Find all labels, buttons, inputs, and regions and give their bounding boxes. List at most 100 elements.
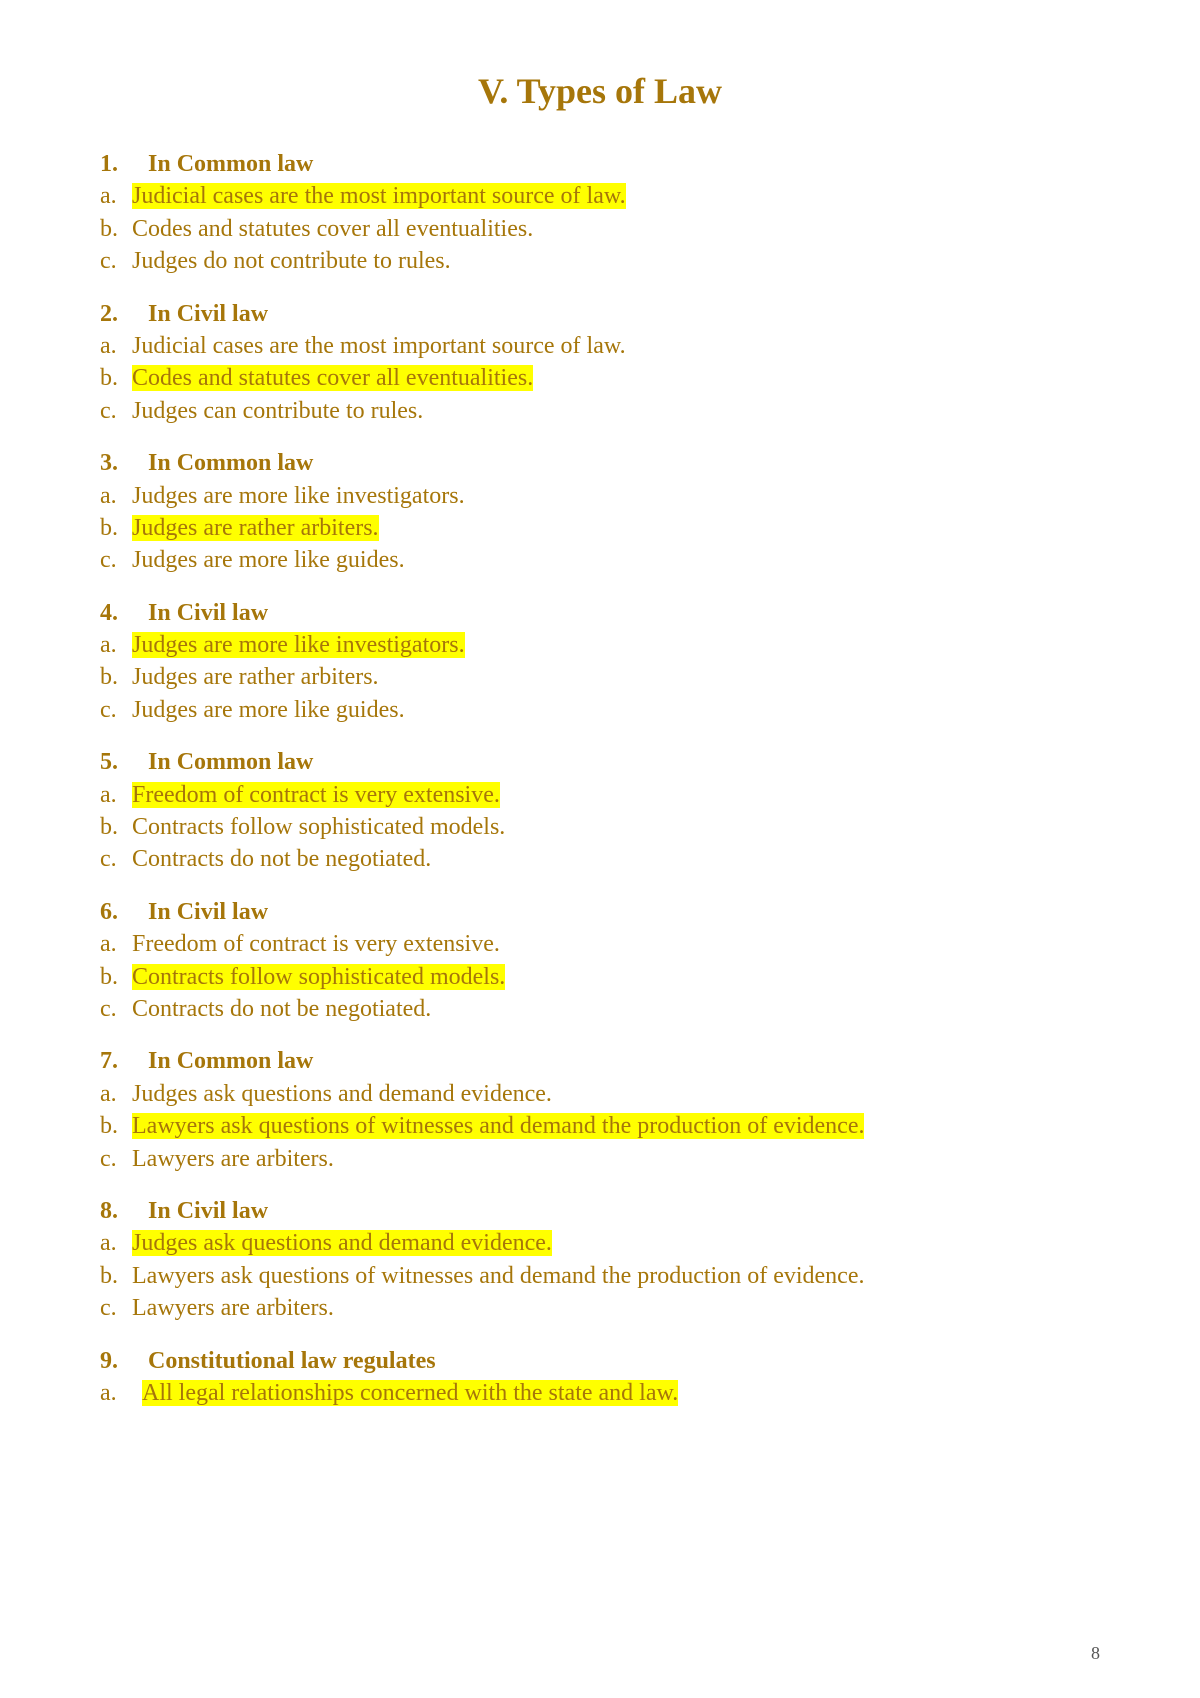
option-text: Judges do not contribute to rules.: [132, 248, 451, 274]
option-text: Judicial cases are the most important so…: [132, 333, 626, 359]
option-label: b.: [100, 961, 126, 993]
option-row: c. Judges can contribute to rules.: [100, 395, 1100, 427]
option-text: Judicial cases are the most important so…: [132, 183, 626, 209]
option-row: b. Codes and statutes cover all eventual…: [100, 362, 1100, 394]
option-label: c.: [100, 544, 126, 576]
option-row: a. Judges ask questions and demand evide…: [100, 1227, 1100, 1259]
option-row: c. Contracts do not be negotiated.: [100, 993, 1100, 1025]
option-row: a. All legal relationships concerned wit…: [100, 1377, 1100, 1409]
option-row: b. Contracts follow sophisticated models…: [100, 811, 1100, 843]
option-row: a. Judges are more like investigators.: [100, 480, 1100, 512]
option-row: c. Judges are more like guides.: [100, 544, 1100, 576]
option-text: Judges are more like investigators.: [132, 632, 465, 658]
question-heading: 4. In Civil law: [100, 597, 1100, 629]
question-title: In Common law: [148, 749, 313, 775]
option-label: a.: [100, 180, 126, 212]
option-row: a. Judges are more like investigators.: [100, 629, 1100, 661]
option-text: Judges are more like guides.: [132, 697, 405, 723]
option-label: c.: [100, 1292, 126, 1324]
option-text: Contracts follow sophisticated models.: [132, 964, 505, 990]
option-row: a. Freedom of contract is very extensive…: [100, 779, 1100, 811]
option-text: Lawyers are arbiters.: [132, 1146, 334, 1172]
question-title: In Civil law: [148, 899, 268, 925]
question-block: 6. In Civil law a. Freedom of contract is …: [100, 896, 1100, 1026]
question-number: 5.: [100, 746, 130, 778]
option-label: b.: [100, 362, 126, 394]
question-number: 3.: [100, 447, 130, 479]
question-heading: 5. In Common law: [100, 746, 1100, 778]
option-label: b.: [100, 811, 126, 843]
question-title: In Common law: [148, 151, 313, 177]
option-label: c.: [100, 843, 126, 875]
option-row: b. Contracts follow sophisticated models…: [100, 961, 1100, 993]
option-text: Lawyers are arbiters.: [132, 1295, 334, 1321]
option-label: b.: [100, 213, 126, 245]
page-number: 8: [1091, 1643, 1100, 1664]
option-row: b. Lawyers ask questions of witnesses an…: [100, 1110, 1100, 1142]
option-label: a.: [100, 928, 126, 960]
option-text: Judges are rather arbiters.: [132, 664, 379, 690]
option-text: Judges can contribute to rules.: [132, 398, 423, 424]
option-text: Freedom of contract is very extensive.: [132, 931, 500, 957]
question-block: 4. In Civil law a. Judges are more like in…: [100, 597, 1100, 727]
question-number: 4.: [100, 597, 130, 629]
question-number: 9.: [100, 1345, 130, 1377]
option-label: b.: [100, 661, 126, 693]
option-row: b. Lawyers ask questions of witnesses an…: [100, 1260, 1100, 1292]
option-row: c. Judges do not contribute to rules.: [100, 245, 1100, 277]
question-block: 2. In Civil law a. Judicial cases are the …: [100, 298, 1100, 428]
question-number: 2.: [100, 298, 130, 330]
question-heading: 3. In Common law: [100, 447, 1100, 479]
option-label: a.: [100, 629, 126, 661]
question-block: 8. In Civil law a. Judges ask questions an…: [100, 1195, 1100, 1325]
option-label: b.: [100, 1110, 126, 1142]
question-heading: 1. In Common law: [100, 148, 1100, 180]
question-number: 6.: [100, 896, 130, 928]
question-block: 1. In Common law a. Judicial cases are the…: [100, 148, 1100, 278]
option-row: b. Codes and statutes cover all eventual…: [100, 213, 1100, 245]
questions-list: 1. In Common law a. Judicial cases are the…: [100, 148, 1100, 1409]
option-label: b.: [100, 1260, 126, 1292]
option-text: Judges ask questions and demand evidence…: [132, 1081, 552, 1107]
option-text: All legal relationships concerned with t…: [142, 1380, 678, 1406]
option-text: Judges ask questions and demand evidence…: [132, 1230, 552, 1256]
question-title: In Common law: [148, 450, 313, 476]
option-label: a.: [100, 1078, 126, 1110]
option-text: Judges are more like guides.: [132, 547, 405, 573]
option-label: a.: [100, 779, 126, 811]
option-label: b.: [100, 512, 126, 544]
question-number: 7.: [100, 1045, 130, 1077]
option-label: c.: [100, 694, 126, 726]
option-label: a.: [100, 1227, 126, 1259]
option-row: a. Judicial cases are the most important…: [100, 330, 1100, 362]
option-row: c. Judges are more like guides.: [100, 694, 1100, 726]
question-heading: 7. In Common law: [100, 1045, 1100, 1077]
option-text: Judges are more like investigators.: [132, 483, 465, 509]
option-label: a.: [100, 1377, 126, 1409]
question-number: 1.: [100, 148, 130, 180]
option-text: Codes and statutes cover all eventualiti…: [132, 365, 533, 391]
option-row: a. Judges ask questions and demand evide…: [100, 1078, 1100, 1110]
option-label: c.: [100, 1143, 126, 1175]
question-block: 5. In Common law a. Freedom of contract is…: [100, 746, 1100, 876]
option-label: c.: [100, 395, 126, 427]
option-text: Freedom of contract is very extensive.: [132, 782, 500, 808]
option-text: Contracts follow sophisticated models.: [132, 814, 505, 840]
option-row: c. Contracts do not be negotiated.: [100, 843, 1100, 875]
question-title: In Civil law: [148, 1198, 268, 1224]
option-row: c. Lawyers are arbiters.: [100, 1143, 1100, 1175]
page-title: V. Types of Law: [100, 70, 1100, 112]
option-row: b. Judges are rather arbiters.: [100, 661, 1100, 693]
option-row: a. Judicial cases are the most important…: [100, 180, 1100, 212]
question-block: 9.Constitutional law regulatesa. All leg…: [100, 1345, 1100, 1410]
option-text: Contracts do not be negotiated.: [132, 996, 431, 1022]
question-title: In Civil law: [148, 301, 268, 327]
question-number: 8.: [100, 1195, 130, 1227]
question-heading: 9.Constitutional law regulates: [100, 1345, 1100, 1377]
option-text: Lawyers ask questions of witnesses and d…: [132, 1113, 864, 1139]
question-title: In Common law: [148, 1048, 313, 1074]
question-block: 3. In Common law a. Judges are more like i…: [100, 447, 1100, 577]
question-heading: 2. In Civil law: [100, 298, 1100, 330]
question-title: In Civil law: [148, 600, 268, 626]
question-heading: 8. In Civil law: [100, 1195, 1100, 1227]
